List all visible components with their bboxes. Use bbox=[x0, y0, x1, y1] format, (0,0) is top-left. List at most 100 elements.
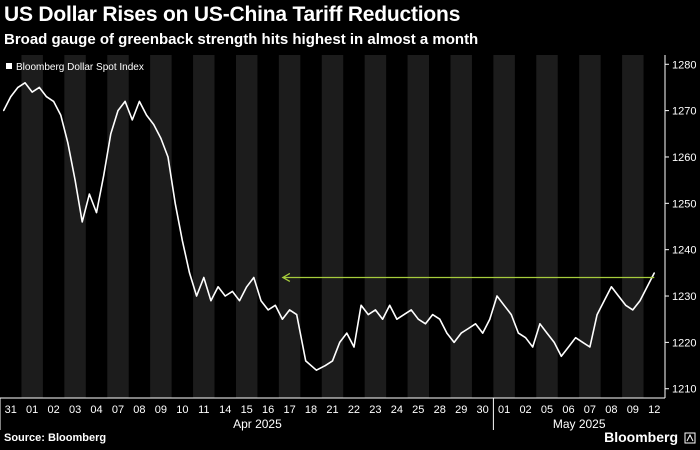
data-point bbox=[289, 309, 291, 311]
data-point bbox=[38, 86, 40, 88]
x-tick-label: 25 bbox=[412, 404, 424, 416]
x-tick-label: 09 bbox=[155, 404, 167, 416]
x-tick-label: 06 bbox=[562, 404, 574, 416]
x-tick-label: 03 bbox=[69, 404, 81, 416]
data-point bbox=[346, 332, 348, 334]
data-point bbox=[95, 212, 98, 214]
data-point bbox=[267, 309, 269, 311]
data-point bbox=[224, 295, 226, 297]
x-tick-label: 24 bbox=[391, 404, 403, 416]
data-point bbox=[231, 290, 233, 292]
x-tick-label: 05 bbox=[541, 404, 553, 416]
data-point bbox=[324, 365, 326, 367]
data-point bbox=[103, 174, 105, 177]
month-label-may: May 2025 bbox=[553, 417, 606, 431]
data-point bbox=[45, 96, 48, 98]
y-tick-label: 1230 bbox=[672, 291, 696, 303]
x-tick-label: 30 bbox=[477, 404, 489, 416]
x-axis: 31 01 02 03 04 07 08 09 10 11 14 15 16 17 18 21 22 23 24 25… bbox=[0, 397, 665, 431]
legend-swatch bbox=[6, 63, 12, 69]
data-point bbox=[374, 309, 376, 311]
data-point bbox=[525, 337, 527, 339]
data-point bbox=[467, 327, 469, 330]
x-tick-label: 08 bbox=[133, 404, 145, 416]
x-tick-label: 31 bbox=[5, 404, 17, 416]
data-point bbox=[382, 318, 384, 320]
data-point bbox=[146, 114, 148, 116]
data-point bbox=[274, 304, 276, 306]
band-7 bbox=[150, 55, 172, 398]
data-point bbox=[596, 314, 598, 316]
y-tick-label: 1210 bbox=[672, 384, 696, 396]
data-point bbox=[138, 100, 140, 102]
data-point bbox=[653, 272, 655, 274]
data-point bbox=[546, 332, 548, 334]
data-point bbox=[24, 82, 26, 84]
legend: Bloomberg Dollar Spot Index bbox=[6, 62, 144, 73]
data-point bbox=[53, 100, 55, 102]
annotation-group bbox=[281, 272, 655, 283]
data-point bbox=[396, 318, 398, 320]
data-point bbox=[510, 314, 512, 316]
alternating-bands bbox=[0, 55, 665, 398]
data-point bbox=[417, 318, 419, 320]
data-point bbox=[331, 360, 334, 362]
data-point bbox=[353, 346, 355, 348]
y-tick-label: 1260 bbox=[672, 152, 696, 164]
data-point bbox=[632, 309, 634, 311]
data-point bbox=[110, 133, 112, 135]
data-point bbox=[88, 193, 90, 195]
data-point bbox=[131, 119, 133, 121]
data-point bbox=[639, 300, 641, 302]
data-point bbox=[281, 318, 283, 320]
data-point bbox=[589, 346, 591, 348]
data-point bbox=[553, 341, 555, 343]
data-point bbox=[567, 346, 570, 348]
x-tick-label: 10 bbox=[176, 404, 188, 416]
x-tick-label: 28 bbox=[434, 404, 446, 416]
data-point bbox=[610, 286, 613, 288]
data-point bbox=[167, 156, 169, 158]
data-point bbox=[31, 91, 33, 93]
y-tick-label: 1220 bbox=[672, 337, 696, 349]
data-point bbox=[253, 276, 255, 279]
data-point bbox=[517, 332, 520, 334]
y-axis: 1210 1220 1230 1240 1250 1260 1270 1280 bbox=[664, 55, 696, 398]
data-point bbox=[446, 332, 448, 334]
x-tick-label: 02 bbox=[48, 404, 60, 416]
legend-label: Bloomberg Dollar Spot Index bbox=[16, 62, 144, 73]
data-point bbox=[296, 314, 298, 316]
x-tick-label: 23 bbox=[369, 404, 381, 416]
x-tick-label: 14 bbox=[219, 404, 231, 416]
y-tick-label: 1280 bbox=[672, 59, 696, 71]
data-point bbox=[339, 341, 341, 343]
x-tick-label: 01 bbox=[498, 404, 510, 416]
band-5 bbox=[107, 55, 129, 398]
data-point bbox=[81, 221, 83, 223]
data-point bbox=[124, 100, 126, 102]
band-1 bbox=[21, 55, 43, 398]
data-point bbox=[3, 110, 5, 112]
band-3 bbox=[64, 55, 86, 398]
x-tick-label: 01 bbox=[26, 404, 38, 416]
band-27 bbox=[579, 55, 601, 398]
x-tick-label: 04 bbox=[90, 404, 102, 416]
series-line-dollar-index bbox=[2, 82, 656, 371]
data-point bbox=[160, 137, 162, 139]
data-point bbox=[210, 300, 212, 302]
data-point bbox=[424, 323, 427, 325]
data-point bbox=[360, 304, 362, 306]
y-tick-label: 1250 bbox=[672, 198, 696, 210]
series-line-group bbox=[2, 82, 656, 371]
band-23 bbox=[493, 55, 515, 398]
annotation-arrowhead bbox=[281, 272, 291, 283]
data-point bbox=[389, 304, 391, 306]
chart-subtitle: Broad gauge of greenback strength hits h… bbox=[4, 31, 479, 48]
data-point bbox=[403, 314, 405, 316]
x-tick-label: 18 bbox=[305, 404, 317, 416]
x-tick-label: 02 bbox=[519, 404, 531, 416]
data-point bbox=[196, 295, 198, 297]
x-tick-label: 16 bbox=[262, 404, 274, 416]
data-point bbox=[181, 239, 183, 241]
data-point bbox=[532, 346, 534, 348]
